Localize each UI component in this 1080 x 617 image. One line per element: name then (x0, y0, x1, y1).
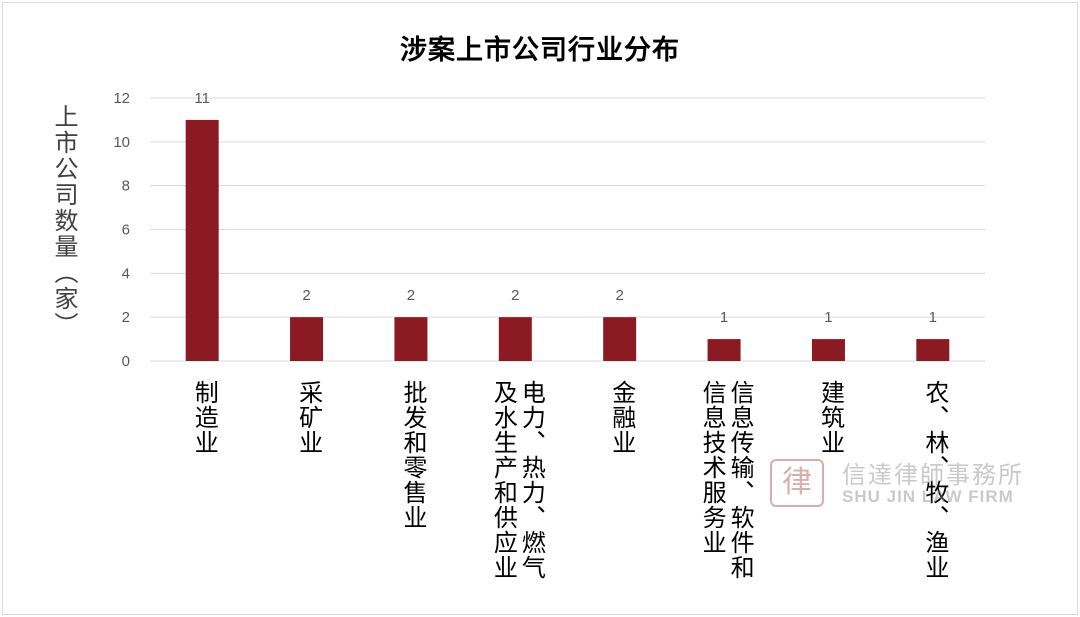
bar (498, 317, 532, 361)
x-category-label-line: 信息传输、软件和 (726, 380, 755, 580)
data-label: 2 (302, 287, 310, 304)
x-category-label-line: 批发和零售业 (398, 380, 427, 530)
y-tick-label: 10 (113, 134, 130, 151)
bar (707, 339, 741, 361)
y-tick-label: 6 (122, 222, 130, 239)
x-category-label-line: 制造业 (190, 380, 219, 455)
data-label: 1 (824, 309, 832, 326)
chart-title: 涉案上市公司行业分布 (400, 35, 680, 66)
x-category-label: 农、林、牧、渔业 (921, 380, 949, 612)
data-label: 2 (616, 287, 624, 304)
x-category-label: 制造业 (190, 380, 218, 612)
x-category-label-line: 及水生产和供应业 (489, 380, 518, 580)
y-axis-label: 上市公司数量（家） (50, 104, 78, 338)
x-category-label: 电力、热力、燃气 及水生产和供应业 (489, 380, 545, 612)
x-category-label: 采矿业 (295, 380, 323, 612)
x-category-label-line: 金融业 (607, 380, 636, 455)
bar (811, 339, 845, 361)
x-category-label: 金融业 (608, 380, 636, 612)
x-category-label-line: 电力、热力、燃气 (517, 380, 546, 580)
watermark-name-en: SHU JIN LAW FIRM (842, 487, 1014, 506)
x-category-label-line: 采矿业 (294, 380, 323, 455)
x-category-label-line: 建筑业 (816, 380, 845, 455)
x-category-label: 建筑业 (816, 380, 844, 612)
bar (185, 119, 219, 362)
y-tick-label: 0 (122, 353, 130, 370)
x-category-label-line: 农、林、牧、渔业 (920, 380, 949, 580)
data-label: 2 (511, 287, 519, 304)
watermark-name-cn: 信達律師事務所 (842, 461, 1024, 489)
x-category-label-line: 信息技术服务业 (698, 380, 727, 555)
bar (603, 317, 637, 361)
data-label: 11 (194, 90, 210, 107)
x-category-label: 信息传输、软件和 信息技术服务业 (698, 380, 754, 612)
bar (916, 339, 950, 361)
seal-logo: 律 (770, 459, 824, 507)
bar (394, 317, 428, 361)
data-label: 1 (720, 309, 728, 326)
y-tick-label: 8 (122, 178, 130, 195)
x-category-label: 批发和零售业 (399, 380, 427, 612)
y-tick-label: 4 (122, 265, 130, 282)
bar (290, 317, 324, 361)
law-firm-watermark: 律 信達律師事務所 SHU JIN LAW FIRM (770, 455, 1040, 515)
data-label: 2 (407, 287, 415, 304)
y-tick-label: 12 (113, 90, 130, 107)
y-tick-label: 2 (122, 309, 130, 326)
data-label: 1 (929, 309, 937, 326)
